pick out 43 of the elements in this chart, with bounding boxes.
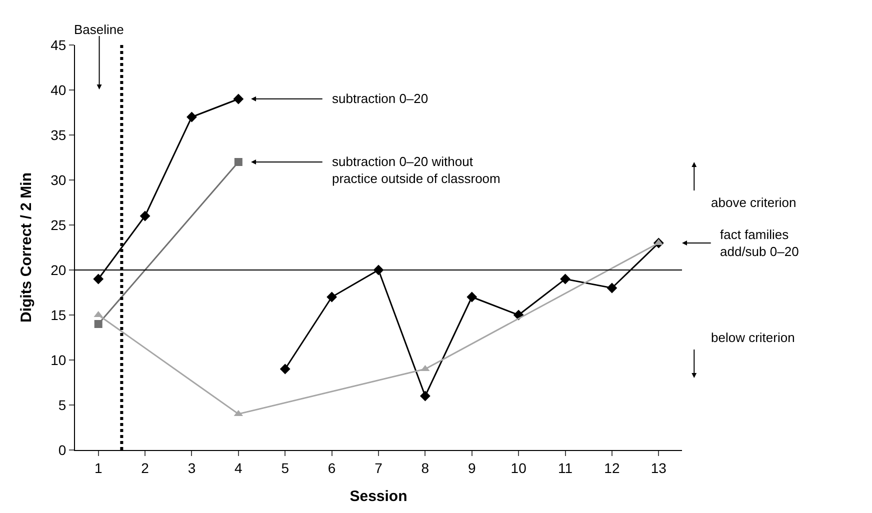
y-tick-label: 15 bbox=[50, 306, 66, 323]
point bbox=[606, 282, 618, 294]
x-tick-label: 12 bbox=[604, 460, 620, 476]
y-tick-label: 30 bbox=[50, 172, 66, 188]
x-tick-label: 5 bbox=[281, 460, 290, 476]
x-tick-label: 7 bbox=[374, 460, 383, 476]
y-tick-label: 10 bbox=[50, 352, 66, 368]
y-tick-label: 20 bbox=[50, 262, 66, 278]
x-axis-title: Session bbox=[350, 488, 408, 505]
annotation: subtraction 0–20 bbox=[332, 91, 428, 106]
text: fact families add/sub 0–20 bbox=[720, 227, 799, 259]
y-tick-label: 5 bbox=[58, 396, 66, 413]
text: Baseline bbox=[74, 22, 124, 37]
x-tick-label: 2 bbox=[141, 460, 150, 476]
point bbox=[94, 320, 102, 328]
point bbox=[560, 274, 570, 284]
point bbox=[466, 292, 478, 302]
point bbox=[233, 94, 244, 104]
point bbox=[93, 274, 104, 284]
point bbox=[234, 158, 242, 166]
point bbox=[280, 364, 290, 374]
y-tick-label: 40 bbox=[50, 82, 66, 98]
y-tick-label: 45 bbox=[50, 36, 66, 53]
y-tick-label: 35 bbox=[50, 126, 66, 143]
annotation: subtraction 0–20 without practice outside of classroom bbox=[332, 154, 500, 186]
x-tick-label: 11 bbox=[558, 460, 573, 476]
point bbox=[326, 292, 338, 302]
y-tick-label: 0 bbox=[58, 442, 66, 458]
x-tick-label: 8 bbox=[421, 460, 430, 476]
x-tick-label: 1 bbox=[94, 460, 102, 476]
text: above criterion bbox=[711, 195, 796, 210]
x-tick-label: 10 bbox=[510, 460, 527, 476]
x-tick-label: 9 bbox=[468, 460, 476, 476]
x-tick-label: 6 bbox=[328, 460, 336, 476]
y-tick-label: 25 bbox=[50, 216, 66, 233]
x-tick-label: 4 bbox=[234, 460, 243, 476]
point bbox=[420, 390, 430, 402]
x-tick-label: 3 bbox=[188, 460, 196, 476]
point bbox=[140, 210, 150, 222]
point bbox=[186, 112, 197, 122]
text: below criterion bbox=[711, 330, 795, 345]
x-tick-label: 13 bbox=[650, 460, 667, 476]
y-axis-title: Digits Correct / 2 Min bbox=[18, 172, 35, 323]
